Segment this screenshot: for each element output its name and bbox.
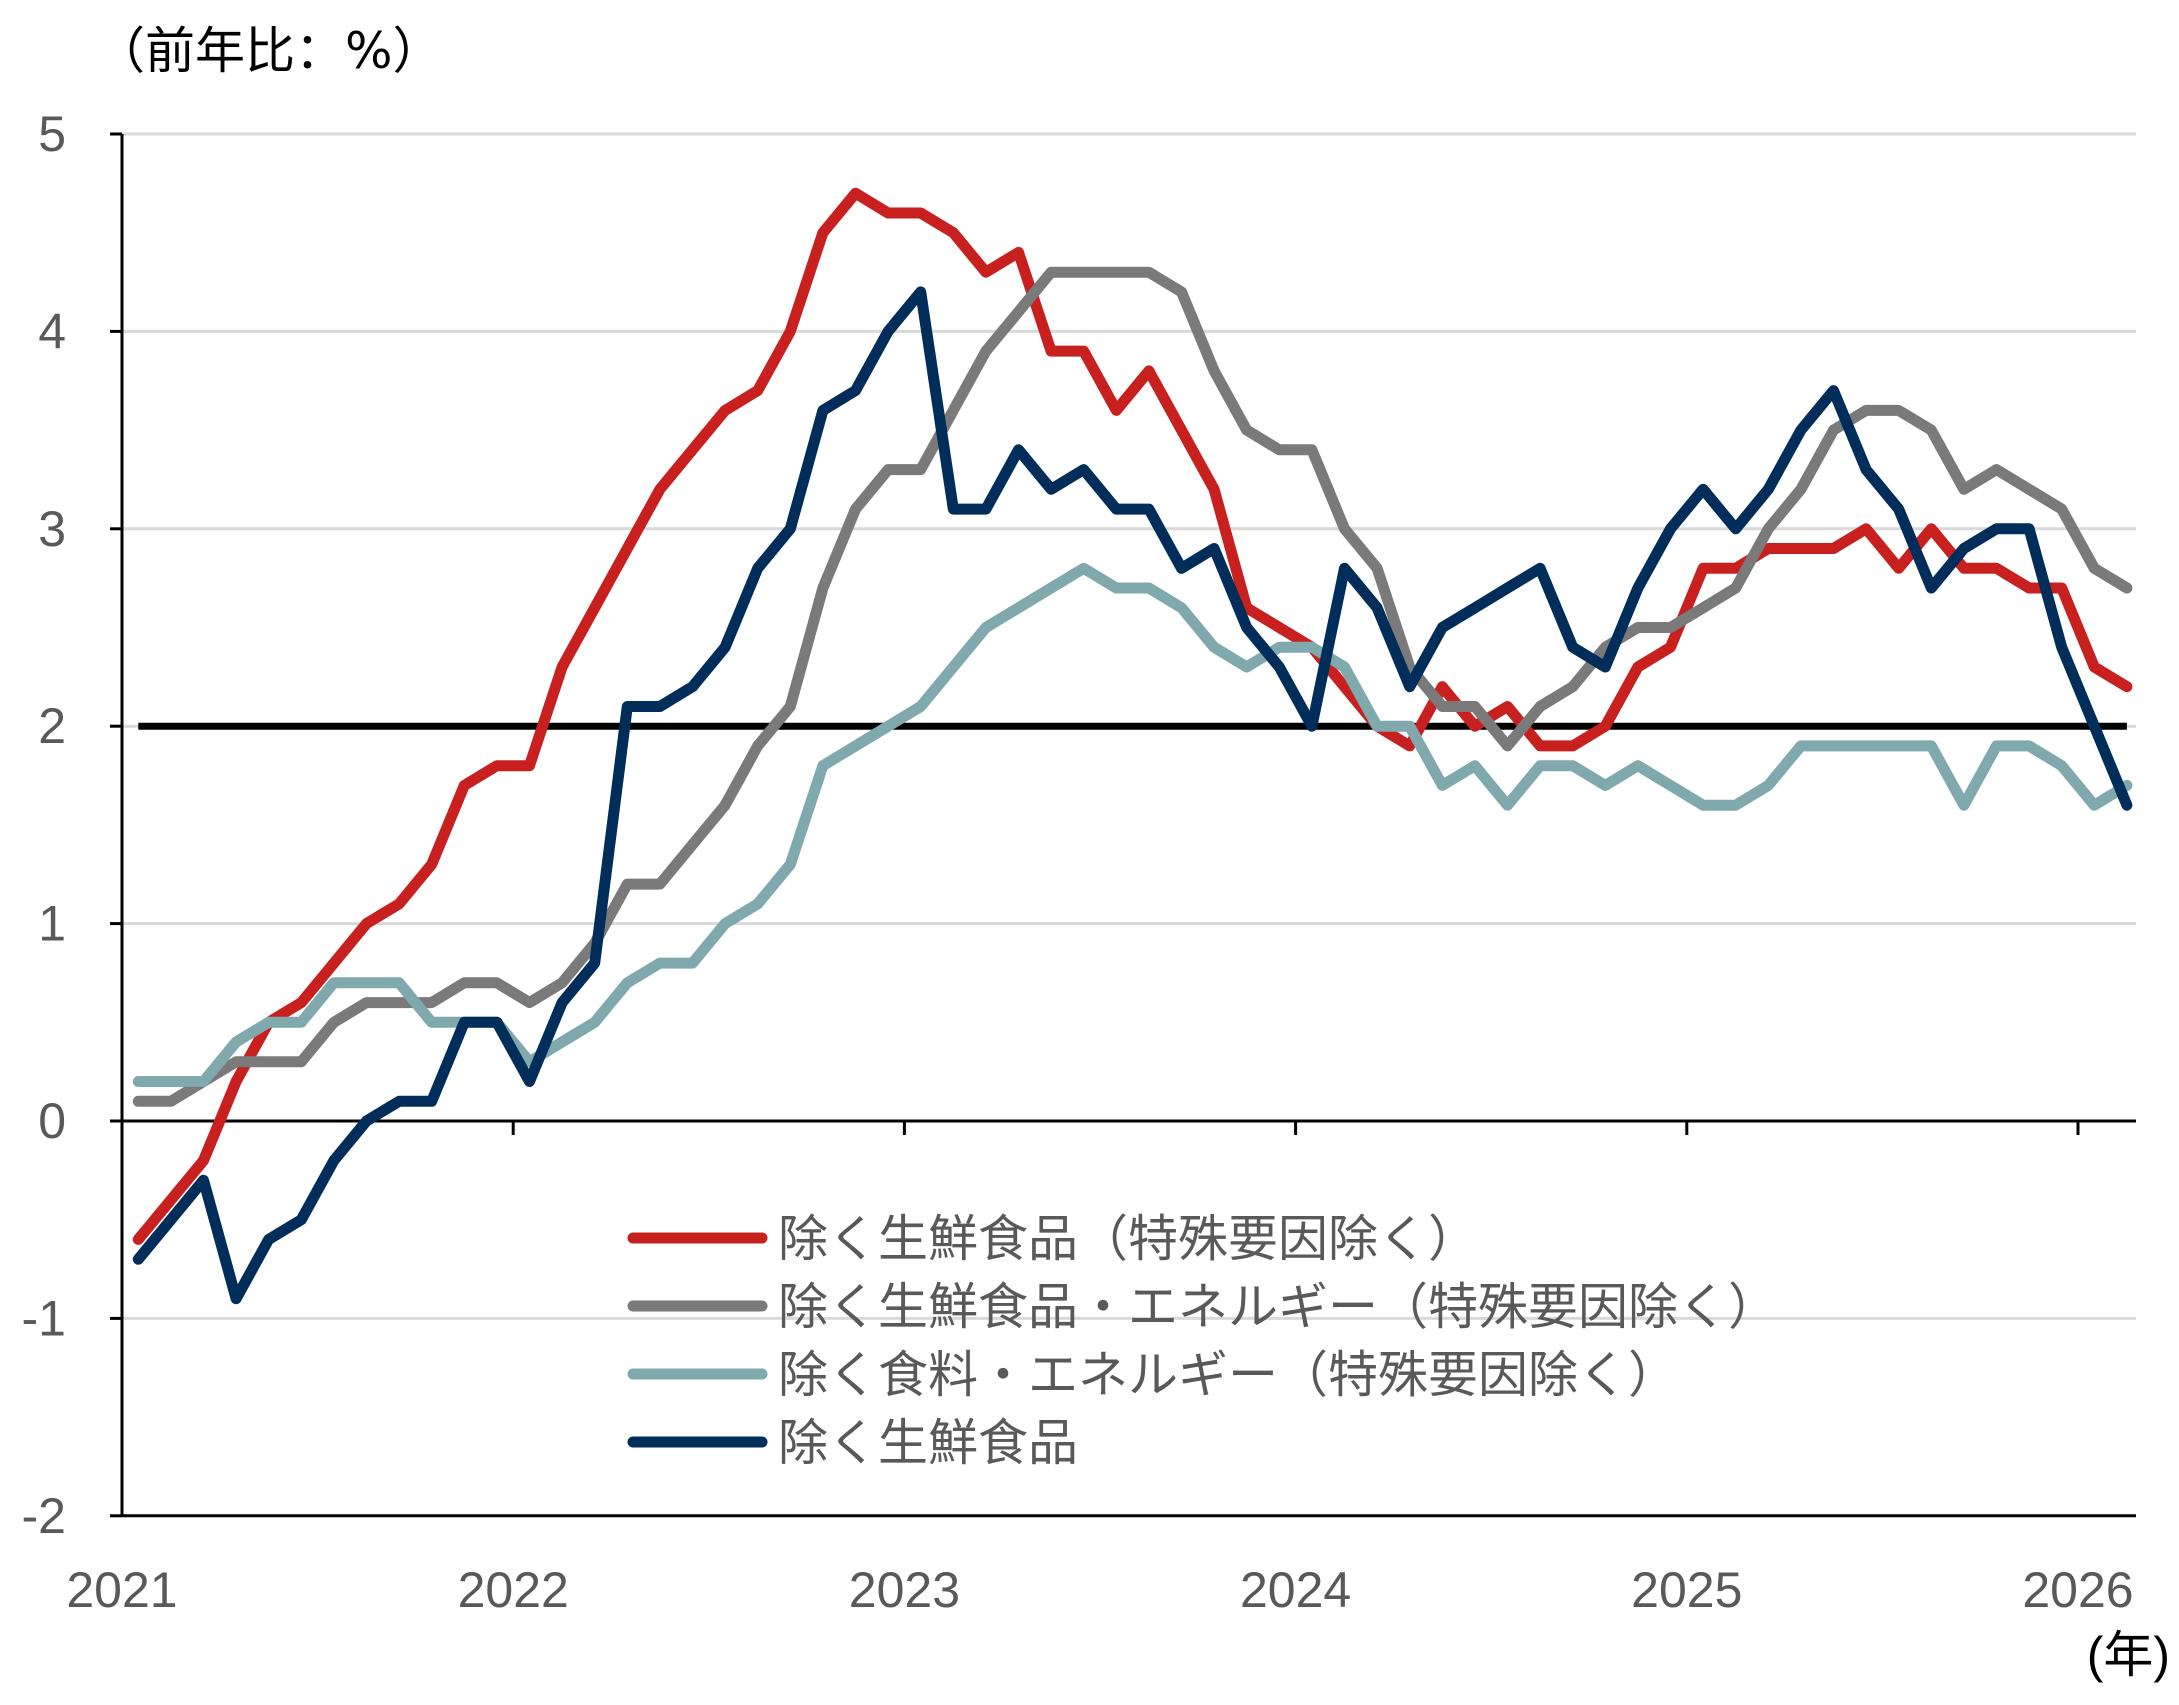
legend-label: 除く生鮮食品（特殊要因除く） bbox=[778, 1210, 1478, 1268]
x-tick-label: 2025 bbox=[1631, 1562, 1742, 1618]
legend-label: 除く生鮮食品 bbox=[778, 1414, 1078, 1472]
x-axis-unit-label: (年) bbox=[2087, 1627, 2170, 1683]
y-tick-label: 5 bbox=[38, 106, 66, 162]
x-tick-label: 2023 bbox=[849, 1562, 960, 1618]
axes bbox=[120, 134, 2136, 1518]
legend-label: 除く生鮮食品・エネルギー（特殊要因除く） bbox=[778, 1278, 1778, 1336]
y-tick-label: 1 bbox=[38, 896, 66, 952]
series-lines bbox=[132, 187, 2133, 1305]
y-axis-ticks: 5 4 3 2 1 0 -1 -2 bbox=[22, 106, 122, 1544]
y-tick-label: 3 bbox=[38, 501, 66, 557]
x-tick-label: 2024 bbox=[1240, 1562, 1351, 1618]
y-tick-label: 0 bbox=[38, 1093, 66, 1149]
legend: 除く生鮮食品（特殊要因除く） 除く生鮮食品・エネルギー（特殊要因除く） 除く食料・エ… bbox=[627, 1210, 1778, 1472]
series-line-2 bbox=[132, 266, 2133, 1107]
x-tick-label: 2022 bbox=[458, 1562, 569, 1618]
y-tick-label: 4 bbox=[38, 303, 66, 359]
x-tick-label: 2026 bbox=[2022, 1562, 2133, 1618]
series-line-4 bbox=[132, 286, 2133, 1305]
y-axis-unit-label: （前年比：%） bbox=[95, 22, 443, 80]
y-tick-label: -1 bbox=[22, 1290, 66, 1346]
x-tick-label: 2021 bbox=[66, 1562, 177, 1618]
y-tick-label: -2 bbox=[22, 1488, 66, 1544]
y-tick-label: 2 bbox=[38, 698, 66, 754]
x-axis-ticks: 2021 2022 2023 2024 2025 2026 bbox=[66, 1121, 2134, 1618]
legend-label: 除く食料・エネルギー（特殊要因除く） bbox=[778, 1346, 1678, 1404]
series-line-1 bbox=[132, 187, 2133, 1245]
